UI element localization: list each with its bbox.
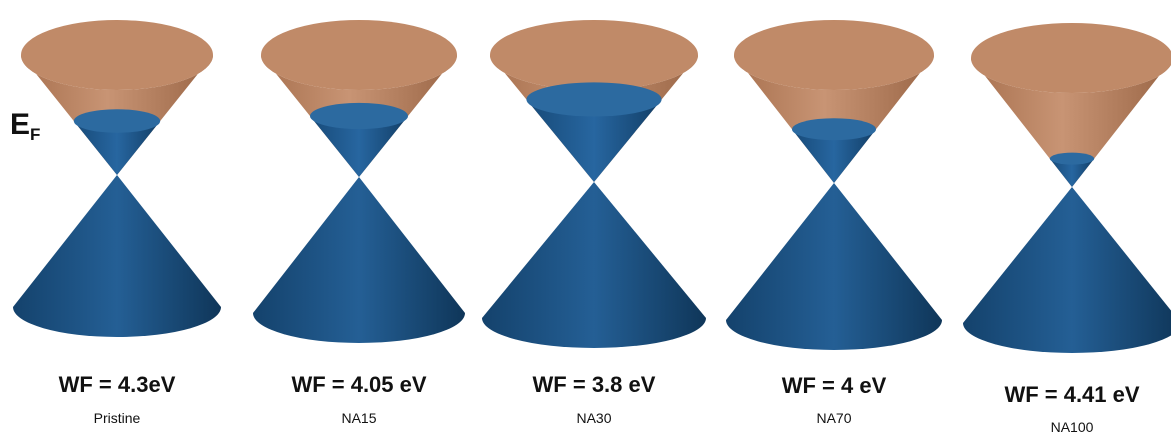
valence-cone-na30 xyxy=(482,182,706,348)
filled-states-pristine xyxy=(73,121,161,175)
filled-states-na30 xyxy=(526,99,662,182)
work-function-pristine: WF = 4.3eV xyxy=(58,372,176,397)
conduction-cone-top-na70 xyxy=(734,20,934,90)
conduction-cone-top-na15 xyxy=(261,20,457,90)
conduction-cone-na100 xyxy=(971,58,1171,187)
valence-cone-na100 xyxy=(963,187,1171,353)
fermi-surface-na100 xyxy=(1049,152,1095,165)
fermi-surface-na15 xyxy=(310,102,408,130)
sample-name-na30: NA30 xyxy=(576,410,612,426)
sample-name-na70: NA70 xyxy=(816,410,852,426)
work-function-na100: WF = 4.41 eV xyxy=(1004,382,1140,407)
fermi-surface-na70 xyxy=(792,118,876,141)
dirac-cone-na15 xyxy=(253,20,465,343)
fermi-surface-na30 xyxy=(526,82,662,117)
dirac-cone-na70 xyxy=(726,20,942,350)
work-function-na30: WF = 3.8 eV xyxy=(532,372,656,397)
sample-name-na100: NA100 xyxy=(1050,419,1094,435)
sample-name-na15: NA15 xyxy=(341,410,377,426)
sample-name-pristine: Pristine xyxy=(93,410,141,426)
filled-states-na15 xyxy=(310,116,408,177)
filled-states-na70 xyxy=(792,129,876,183)
filled-states-na100 xyxy=(1049,158,1095,187)
conduction-cone-top-na30 xyxy=(490,20,698,90)
fermi-surface-pristine xyxy=(73,109,161,133)
valence-cone-pristine xyxy=(13,175,221,337)
work-function-na70: WF = 4 eV xyxy=(781,373,887,398)
valence-cone-na70 xyxy=(726,183,942,350)
work-function-na15: WF = 4.05 eV xyxy=(291,372,427,397)
valence-cone-na15 xyxy=(253,177,465,343)
conduction-cone-top-pristine xyxy=(21,20,213,90)
dirac-cone-na30 xyxy=(482,20,706,348)
dirac-cone-pristine xyxy=(13,20,221,337)
conduction-cone-top-na100 xyxy=(971,23,1171,93)
fermi-level-label: EF xyxy=(10,108,41,144)
dirac-cone-na100 xyxy=(963,23,1171,353)
